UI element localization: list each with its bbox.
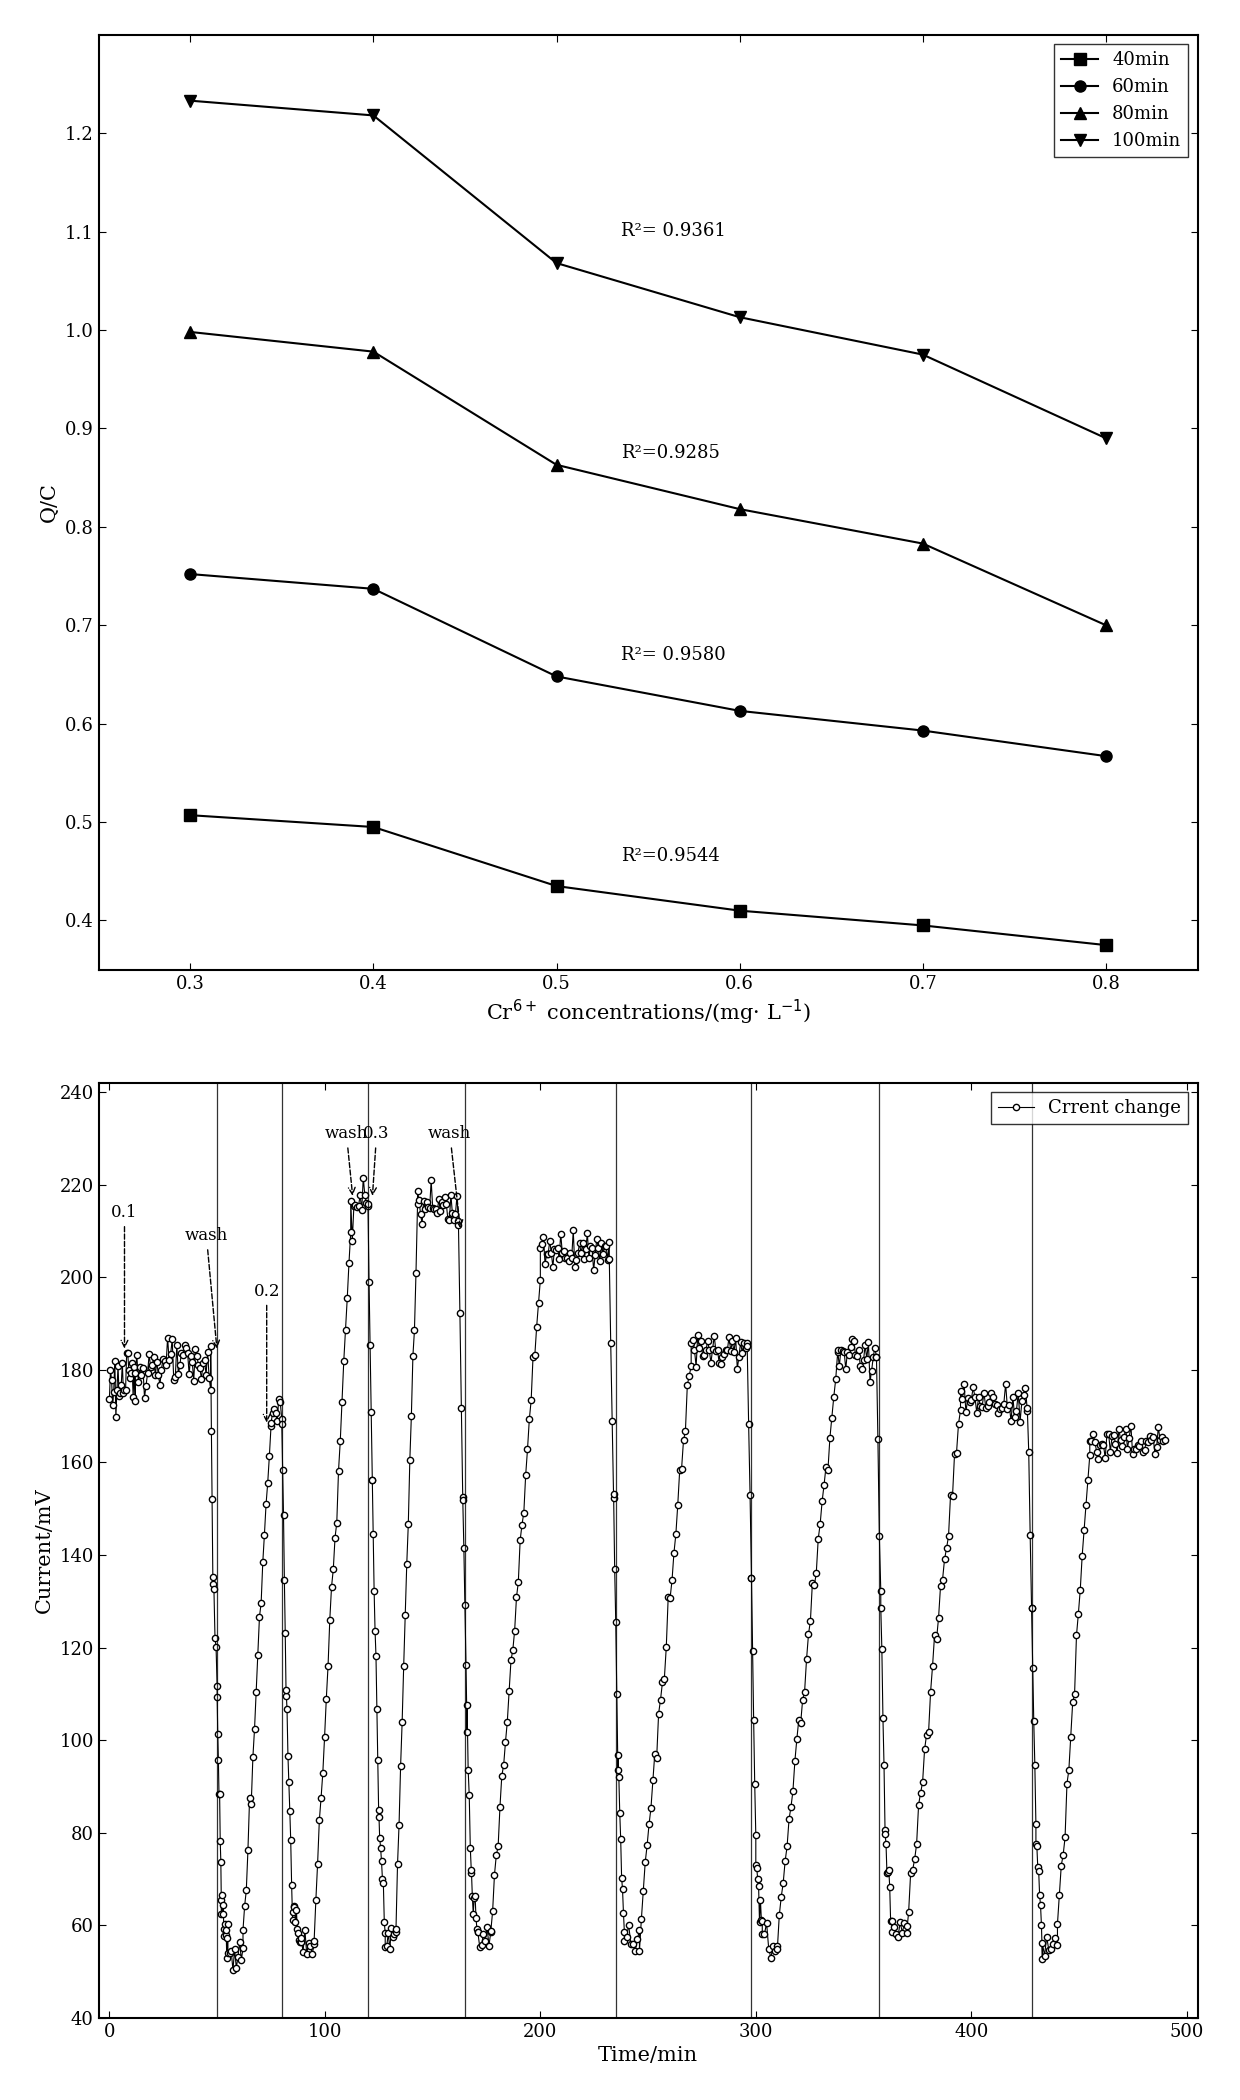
Text: R²= 0.9361: R²= 0.9361 [620,223,725,242]
Line: 40min: 40min [185,811,1111,951]
Y-axis label: Q/C: Q/C [41,483,60,523]
80min [732,496,746,521]
40min [1099,932,1114,958]
80min [366,338,381,363]
Crrent change [492,1793,507,1819]
Text: R²=0.9544: R²=0.9544 [620,848,719,865]
Crrent change [470,1917,485,1943]
40min [732,899,746,924]
Text: R²=0.9285: R²=0.9285 [620,443,719,462]
Legend: Crrent change: Crrent change [991,1092,1188,1124]
X-axis label: Cr$^{6+}$ concentrations/(mg· L$^{-1}$): Cr$^{6+}$ concentrations/(mg· L$^{-1}$) [486,998,811,1027]
Text: wash: wash [185,1226,228,1346]
Text: 0.3: 0.3 [363,1126,389,1195]
Crrent change [1158,1428,1173,1453]
Y-axis label: Current/mV: Current/mV [35,1487,53,1613]
80min [1099,613,1114,638]
60min [182,561,197,586]
Line: 60min: 60min [185,569,1111,762]
Text: 0.1: 0.1 [112,1203,138,1346]
40min [366,815,381,840]
Text: 0.2: 0.2 [253,1283,280,1422]
Text: wash: wash [428,1126,471,1226]
Crrent change [870,1426,885,1451]
80min [549,452,564,477]
100min [732,304,746,330]
Crrent change [257,1522,272,1548]
100min [1099,426,1114,452]
100min [182,88,197,113]
Crrent change [226,1957,241,1982]
Line: 100min: 100min [184,94,1112,445]
40min [182,802,197,827]
60min [915,718,930,743]
60min [549,664,564,689]
Crrent change [356,1166,371,1191]
40min [915,914,930,939]
100min [366,103,381,128]
Line: Crrent change: Crrent change [107,1174,1168,1974]
X-axis label: Time/min: Time/min [598,2045,698,2064]
60min [1099,743,1114,769]
40min [549,874,564,899]
80min [182,319,197,344]
Crrent change [102,1386,117,1411]
80min [915,531,930,556]
Crrent change [1009,1399,1024,1424]
100min [915,342,930,368]
60min [732,699,746,724]
Crrent change [945,1483,960,1508]
100min [549,250,564,275]
Text: R²= 0.9580: R²= 0.9580 [620,645,725,664]
Text: wash: wash [325,1126,368,1195]
Legend: 40min, 60min, 80min, 100min: 40min, 60min, 80min, 100min [1054,44,1188,157]
60min [366,575,381,601]
Line: 80min: 80min [184,326,1112,632]
